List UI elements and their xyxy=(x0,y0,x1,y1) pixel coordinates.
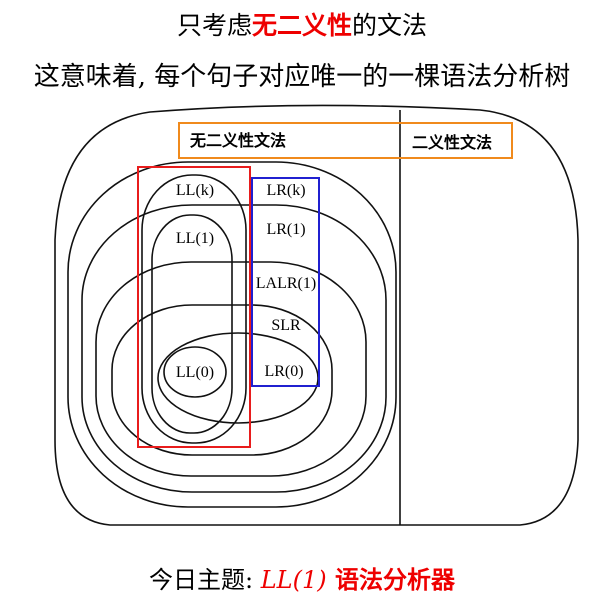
label-lalr1: LALR(1) xyxy=(256,275,316,292)
llk-region xyxy=(141,174,247,444)
title-suffix: 的文法 xyxy=(352,11,428,40)
label-lrk: LR(k) xyxy=(266,182,305,199)
orange-box xyxy=(178,122,513,159)
label-ll1: LL(1) xyxy=(176,230,214,247)
footer-prefix: 今日主题: xyxy=(149,566,261,594)
unambiguous-label: 无二义性文法 xyxy=(189,131,286,150)
label-lr0: LR(0) xyxy=(264,363,303,380)
label-llk: LL(k) xyxy=(176,182,214,199)
footer-suffix: 语法分析器 xyxy=(326,565,455,594)
slr-region xyxy=(111,304,333,456)
label-lr1: LR(1) xyxy=(266,221,305,238)
ll0-region xyxy=(163,346,227,398)
lr1-region xyxy=(81,204,387,493)
red-box xyxy=(137,166,251,448)
label-ll0: LL(0) xyxy=(176,364,214,381)
title-highlight: 无二义性 xyxy=(251,11,352,40)
blue-box xyxy=(251,177,320,387)
ambiguous-label: 二义性文法 xyxy=(412,133,492,152)
footer-topic: LL(1) xyxy=(260,566,327,594)
footer: 今日主题: LL(1) 语法分析器 xyxy=(0,560,604,595)
lrk-region xyxy=(67,161,397,508)
title-prefix: 只考虑 xyxy=(176,11,252,40)
title: 只考虑无二义性的文法 xyxy=(0,6,604,42)
label-slr: SLR xyxy=(271,317,301,334)
all-grammars-boundary xyxy=(54,104,579,526)
lalr1-region xyxy=(95,261,367,477)
ll1-region xyxy=(151,214,233,434)
subtitle: 这意味着, 每个句子对应唯一的一棵语法分析树 xyxy=(33,62,571,92)
